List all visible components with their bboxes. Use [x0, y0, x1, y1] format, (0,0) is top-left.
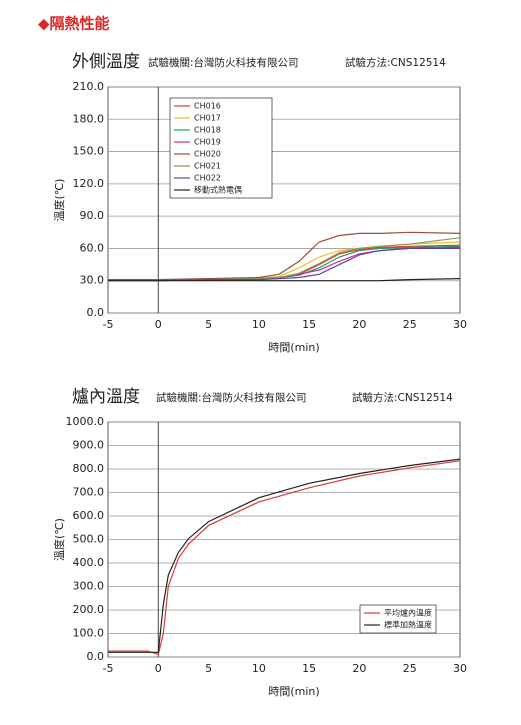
x-tick-label: 0 — [155, 662, 162, 675]
y-tick-label: 200.0 — [73, 603, 105, 616]
y-tick-label: 800.0 — [73, 462, 105, 475]
data-line — [108, 460, 461, 656]
y-tick-label: 600.0 — [73, 509, 105, 522]
y-tick-label: 500.0 — [73, 533, 105, 546]
y-axis-label: 溫度(℃) — [52, 179, 66, 222]
y-tick-label: 0.0 — [87, 650, 105, 663]
legend-label: CH022 — [194, 174, 221, 183]
y-tick-label: 60.0 — [80, 241, 105, 254]
legend-label: CH018 — [194, 126, 221, 135]
y-tick-label: 120.0 — [73, 177, 105, 190]
x-tick-label: 25 — [403, 318, 417, 331]
legend-label: CH019 — [194, 138, 221, 147]
y-tick-label: 90.0 — [80, 209, 105, 222]
chart-subtitle: 試驗機關:台灣防火科技有限公司 — [156, 391, 307, 404]
x-tick-label: 5 — [205, 662, 212, 675]
legend-label: 平均爐內溫度 — [384, 608, 432, 618]
chart-note: 試驗方法:CNS12514 — [345, 56, 446, 69]
data-line — [108, 231, 461, 281]
x-tick-label: 10 — [252, 318, 266, 331]
data-line — [108, 244, 461, 282]
x-tick-label: 20 — [352, 318, 366, 331]
legend-label: 移動式熱電偶 — [194, 185, 242, 195]
y-tick-label: 210.0 — [73, 80, 105, 93]
section-header: ◆隔熱性能 — [38, 15, 110, 33]
x-tick-label: 5 — [205, 318, 212, 331]
x-axis-label: 時間(min) — [268, 685, 319, 698]
legend-label: CH021 — [194, 162, 221, 171]
x-tick-label: 15 — [302, 318, 316, 331]
chart-title: 外側溫度 — [72, 52, 140, 72]
x-tick-label: 30 — [453, 662, 467, 675]
chart-title: 爐內溫度 — [72, 387, 140, 407]
x-tick-label: 0 — [155, 318, 162, 331]
data-line — [108, 247, 460, 282]
x-tick-label: 25 — [403, 662, 417, 675]
x-tick-label: 15 — [302, 662, 316, 675]
legend-label: 標準加熱溫度 — [384, 620, 432, 630]
legend-box — [169, 97, 273, 199]
chart-subtitle: 試驗機關:台灣防火科技有限公司 — [148, 56, 299, 69]
y-tick-label: 1000.0 — [66, 415, 105, 428]
y-tick-label: 0.0 — [87, 306, 105, 319]
y-tick-label: 100.0 — [73, 627, 105, 640]
x-tick-label: 30 — [453, 318, 467, 331]
y-tick-label: 180.0 — [73, 112, 105, 125]
y-tick-label: 700.0 — [73, 486, 105, 499]
legend-box — [359, 604, 437, 634]
y-tick-label: 30.0 — [80, 274, 105, 287]
legend-label: CH016 — [194, 102, 221, 111]
y-tick-label: 400.0 — [73, 556, 105, 569]
x-tick-label: 10 — [252, 662, 266, 675]
chart-note: 試驗方法:CNS12514 — [352, 391, 453, 404]
y-tick-label: 150.0 — [73, 145, 105, 158]
x-tick-label: 20 — [352, 662, 366, 675]
y-axis-label: 溫度(℃) — [52, 518, 66, 561]
x-axis-label: 時間(min) — [268, 341, 319, 354]
x-tick-label: -5 — [103, 318, 114, 331]
x-tick-label: -5 — [103, 662, 114, 675]
legend-label: CH020 — [194, 150, 221, 159]
y-tick-label: 900.0 — [73, 439, 105, 452]
data-line — [108, 458, 461, 653]
data-line — [108, 278, 461, 282]
legend-label: CH017 — [194, 114, 221, 123]
y-tick-label: 300.0 — [73, 580, 105, 593]
